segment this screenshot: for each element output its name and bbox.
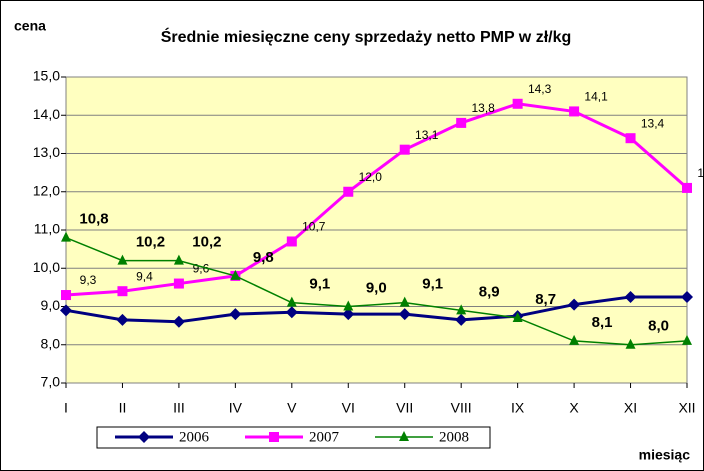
data-label: 8,7: [535, 291, 556, 308]
x-tick-label: XII: [678, 400, 695, 416]
point: [569, 334, 580, 345]
line-series: [65, 102, 688, 297]
data-label: 9,1: [422, 276, 443, 293]
x-tick-label: VIII: [451, 400, 472, 416]
y-tick-label: 10,0: [33, 259, 60, 275]
x-tick-label: VII: [396, 400, 413, 416]
point: [624, 290, 637, 303]
y-tick-label: 9,0: [41, 297, 61, 313]
x-tick-label: IX: [511, 400, 525, 416]
legend-marker: [269, 432, 279, 442]
legend-marker: [399, 431, 409, 441]
legend-label: 2006: [179, 429, 210, 445]
line-series: [65, 236, 688, 346]
y-axis-label: cena: [14, 18, 46, 34]
point: [230, 269, 241, 280]
point: [569, 106, 580, 117]
y-tick-label: 14,0: [33, 106, 60, 122]
data-label: 10,2: [136, 234, 165, 251]
point: [117, 254, 128, 265]
data-label: 9,8: [253, 249, 274, 266]
data-label: 13,4: [641, 116, 665, 130]
data-label: 14,3: [528, 82, 552, 96]
point: [173, 254, 184, 265]
data-label: 9,1: [309, 276, 330, 293]
x-tick-label: IV: [229, 400, 243, 416]
x-tick-label: V: [287, 400, 297, 416]
x-tick-label: II: [119, 400, 127, 416]
y-tick-label: 15,0: [33, 68, 60, 84]
data-label: 8,0: [648, 318, 669, 335]
point: [399, 296, 410, 307]
point: [682, 334, 692, 345]
point: [229, 308, 242, 321]
point: [568, 298, 581, 311]
point: [399, 144, 410, 155]
point: [456, 117, 467, 128]
point: [625, 338, 636, 349]
data-label: 8,9: [479, 283, 500, 300]
x-tick-label: X: [569, 400, 579, 416]
point: [625, 133, 636, 144]
point: [61, 231, 71, 242]
point: [61, 290, 71, 301]
point: [172, 315, 185, 328]
y-tick-label: 7,0: [41, 374, 61, 390]
chart-title: Średnie miesięczne ceny sprzedaży netto …: [161, 27, 572, 46]
point: [117, 286, 128, 297]
data-label: 9,3: [80, 273, 97, 287]
legend-label: 2008: [439, 429, 469, 445]
data-label: 13,1: [415, 128, 439, 142]
point: [286, 236, 297, 247]
point: [682, 182, 692, 193]
legend-marker: [138, 431, 150, 443]
data-label: 9,0: [366, 279, 387, 296]
x-tick-label: XI: [624, 400, 637, 416]
point: [455, 313, 468, 326]
y-tick-label: 12,0: [33, 182, 60, 198]
point: [286, 296, 297, 307]
point: [116, 313, 129, 326]
point: [512, 311, 523, 322]
line-series: [65, 295, 687, 324]
y-tick-label: 11,0: [34, 221, 60, 237]
point: [342, 308, 355, 321]
x-tick-label: I: [64, 400, 68, 416]
data-label: 10,8: [79, 211, 108, 228]
legend-label: 2007: [309, 429, 340, 445]
data-label: 9,4: [136, 269, 153, 283]
data-label: 10,2: [192, 234, 221, 251]
point: [681, 290, 693, 303]
data-label: 12,0: [359, 170, 383, 184]
y-tick-label: 13,0: [33, 144, 60, 160]
point: [343, 300, 354, 311]
data-label: 13,8: [472, 101, 496, 115]
point: [60, 304, 72, 317]
point: [456, 304, 467, 315]
x-tick-label: VI: [342, 400, 355, 416]
point: [398, 308, 411, 321]
point: [173, 278, 184, 289]
x-axis-label: miesiąc: [639, 447, 691, 463]
point: [343, 186, 354, 197]
data-label: 12,1: [697, 166, 704, 180]
y-tick-label: 8,0: [41, 335, 61, 351]
data-label: 14,1: [584, 90, 608, 104]
point: [512, 98, 523, 109]
x-tick-label: III: [173, 400, 185, 416]
data-label: 10,7: [302, 220, 326, 234]
point: [285, 306, 298, 319]
data-label: 8,1: [592, 314, 613, 331]
